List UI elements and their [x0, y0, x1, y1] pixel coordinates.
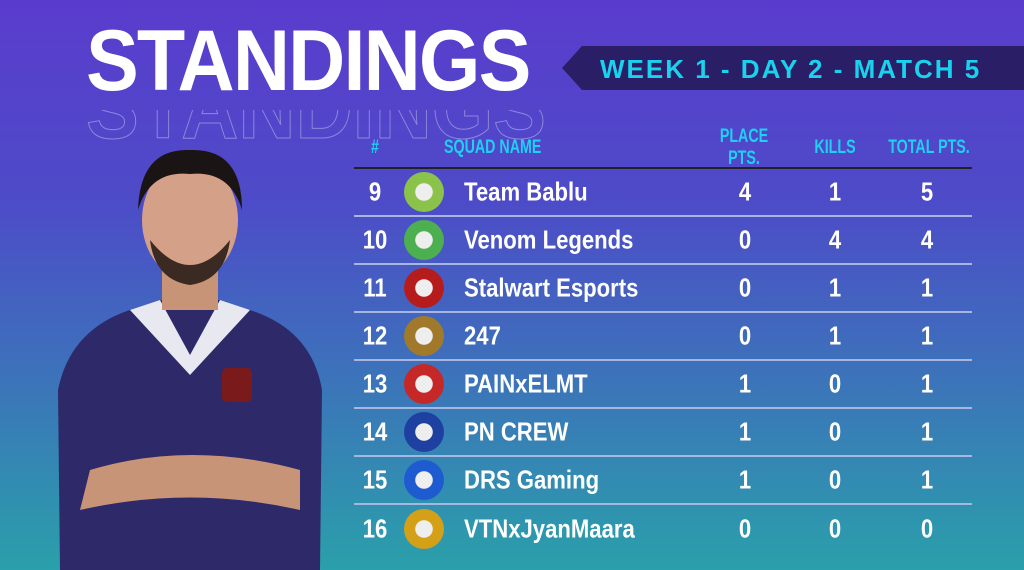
rank: 10 [362, 224, 388, 255]
table-row: 13 PAINxELMT 1 0 1 [354, 361, 972, 409]
total-points: 1 [920, 368, 934, 399]
player-photo [58, 149, 322, 570]
kills: 4 [828, 224, 842, 255]
team-logo-icon [404, 316, 444, 356]
rank: 14 [362, 416, 388, 447]
table-header: # SQUAD NAME PLACE PTS. KILLS TOTAL PTS. [354, 125, 972, 169]
squad-name: DRS Gaming [464, 464, 600, 495]
total-points: 0 [920, 513, 934, 544]
rank: 15 [362, 464, 388, 495]
squad-name: 247 [464, 320, 501, 351]
total-points: 4 [920, 224, 934, 255]
total-points: 1 [920, 464, 934, 495]
kills: 1 [828, 176, 842, 207]
header-squad: SQUAD NAME [444, 136, 542, 158]
rank: 12 [362, 320, 388, 351]
kills: 0 [828, 464, 842, 495]
place-points: 1 [738, 416, 752, 447]
place-points: 1 [738, 464, 752, 495]
team-logo-icon [404, 220, 444, 260]
place-points: 0 [738, 513, 752, 544]
place-points: 0 [738, 320, 752, 351]
team-logo-icon [404, 172, 444, 212]
squad-name: PAINxELMT [464, 368, 588, 399]
squad-name: Team Bablu [464, 176, 588, 207]
total-points: 1 [920, 320, 934, 351]
place-points: 0 [738, 272, 752, 303]
kills: 1 [828, 320, 842, 351]
rank: 11 [363, 272, 387, 303]
rank: 13 [362, 368, 388, 399]
total-points: 1 [920, 272, 934, 303]
rank: 9 [368, 176, 382, 207]
standings-table: # SQUAD NAME PLACE PTS. KILLS TOTAL PTS.… [354, 125, 972, 553]
place-points: 0 [738, 224, 752, 255]
team-logo-icon [404, 268, 444, 308]
table-row: 14 PN CREW 1 0 1 [354, 409, 972, 457]
squad-name: Stalwart Esports [464, 272, 639, 303]
table-row: 11 Stalwart Esports 0 1 1 [354, 265, 972, 313]
header-kills: KILLS [814, 136, 856, 158]
rank: 16 [362, 513, 388, 544]
header-total: TOTAL PTS. [888, 136, 970, 158]
team-logo-icon [404, 412, 444, 452]
table-row: 10 Venom Legends 0 4 4 [354, 217, 972, 265]
team-logo-icon [404, 509, 444, 549]
header-place: PLACE PTS. [719, 125, 769, 169]
team-logo-icon [404, 364, 444, 404]
kills: 0 [828, 368, 842, 399]
page-title: STANDINGS [86, 13, 531, 109]
place-points: 1 [738, 368, 752, 399]
title-reflection: STANDINGS [86, 61, 547, 158]
total-points: 5 [920, 176, 934, 207]
place-points: 4 [738, 176, 752, 207]
team-logo-icon [404, 460, 444, 500]
squad-name: Venom Legends [464, 224, 634, 255]
match-banner: WEEK 1 - DAY 2 - MATCH 5 [562, 46, 1024, 90]
kills: 0 [828, 416, 842, 447]
match-label: WEEK 1 - DAY 2 - MATCH 5 [600, 54, 982, 84]
table-row: 16 VTNxJyanMaara 0 0 0 [354, 505, 972, 553]
table-row: 15 DRS Gaming 1 0 1 [354, 457, 972, 505]
squad-name: VTNxJyanMaara [464, 513, 635, 544]
squad-name: PN CREW [464, 416, 569, 447]
kills: 0 [828, 513, 842, 544]
total-points: 1 [920, 416, 934, 447]
table-row: 12 247 0 1 1 [354, 313, 972, 361]
table-row: 9 Team Bablu 4 1 5 [354, 169, 972, 217]
kills: 1 [828, 272, 842, 303]
header-rank: # [371, 136, 379, 158]
